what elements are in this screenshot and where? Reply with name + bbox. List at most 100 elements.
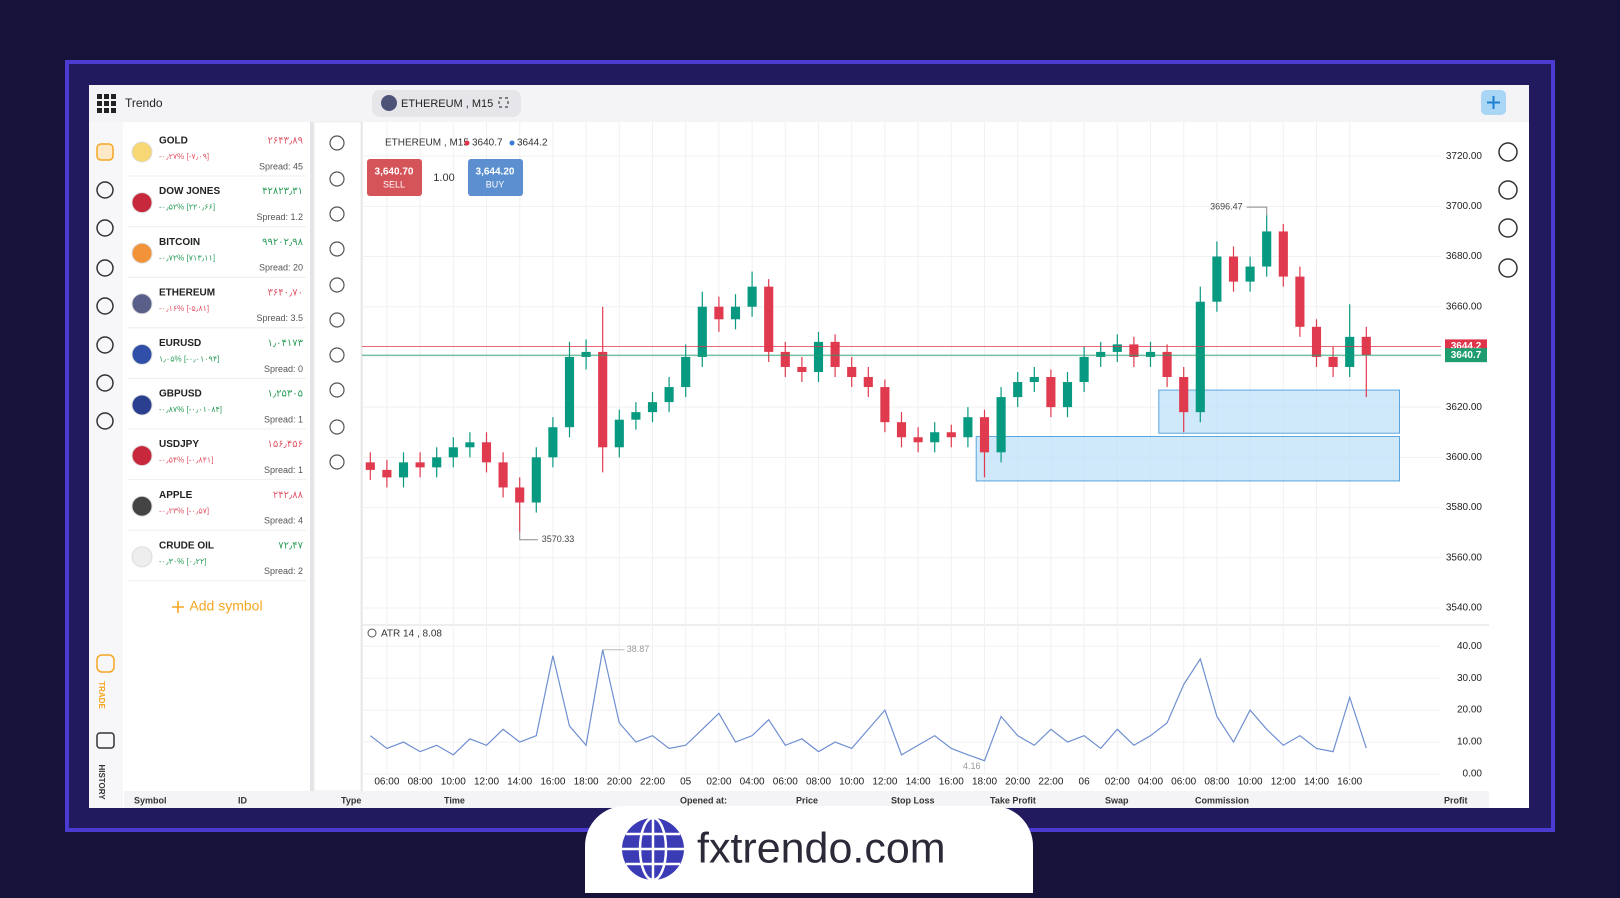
candle-body xyxy=(764,286,774,352)
x-tick-label: 08:00 xyxy=(806,777,831,788)
symbol-spread: Spread: 1 xyxy=(264,465,303,475)
candle-body xyxy=(1228,256,1239,282)
nav-icon[interactable] xyxy=(96,219,114,237)
symbol-change: -۰٫۱۶% [-۵٫۸۱] xyxy=(159,304,209,313)
nav-icon[interactable] xyxy=(96,259,114,277)
column-header: Stop Loss xyxy=(891,795,935,805)
trade-icon[interactable] xyxy=(96,654,115,673)
tool-icon[interactable] xyxy=(329,419,345,435)
symbol-name[interactable]: DOW JONES xyxy=(159,186,220,197)
candle-body xyxy=(681,356,691,388)
y-tick-label: 3560.00 xyxy=(1446,552,1483,563)
symbol-spread: Spread: 0 xyxy=(264,364,303,374)
symbol-spread: Spread: 45 xyxy=(259,161,303,171)
side-icon[interactable] xyxy=(1498,142,1518,162)
candle-body xyxy=(946,432,956,438)
symbol-change: -۰٫۵۴% [-۰٫۸۴۱] xyxy=(159,456,213,465)
add-symbol[interactable]: Add symbol xyxy=(189,598,262,614)
candle-body xyxy=(614,419,624,448)
column-header: Opened at: xyxy=(680,795,727,805)
symbol-price: ۹۹۲۰۲٫۹۸ xyxy=(262,237,303,248)
nav-icon[interactable] xyxy=(96,412,114,430)
column-header: Price xyxy=(796,795,818,805)
symbol-name[interactable]: USDJPY xyxy=(159,439,199,450)
symbol-name[interactable]: BITCOIN xyxy=(159,237,200,248)
plus-icon xyxy=(1487,96,1500,109)
candle-body xyxy=(398,462,409,478)
symbol-name[interactable]: GBPUSD xyxy=(159,389,202,400)
tool-icon[interactable] xyxy=(329,312,345,328)
tool-icon[interactable] xyxy=(329,382,345,398)
bid-tag-label: 3640.7 xyxy=(1451,350,1482,361)
buy-price: 3,644.20 xyxy=(476,167,515,178)
column-header: Commission xyxy=(1195,795,1249,805)
tool-icon[interactable] xyxy=(329,135,345,151)
candle-body xyxy=(1013,382,1023,398)
column-header: Swap xyxy=(1105,795,1129,805)
tool-icon[interactable] xyxy=(329,347,345,363)
column-header: Type xyxy=(341,795,361,805)
y-tick-label: 30.00 xyxy=(1457,673,1482,684)
symbol-spread: Spread: 3.5 xyxy=(256,313,303,323)
symbol-icon xyxy=(131,192,153,214)
candle-body xyxy=(830,341,840,367)
symbol-spread: Spread: 4 xyxy=(264,516,303,526)
tool-icon[interactable] xyxy=(329,241,345,257)
history-icon[interactable] xyxy=(96,732,115,749)
x-tick-label: 10:00 xyxy=(441,777,466,788)
candle-body xyxy=(1328,356,1338,367)
nav-icon[interactable] xyxy=(96,336,114,354)
x-tick-label: 06:00 xyxy=(1171,777,1196,788)
tab-label: ETHEREUM , M15 xyxy=(401,98,493,110)
x-tick-label: 18:00 xyxy=(574,777,599,788)
symbol-name[interactable]: ETHEREUM xyxy=(159,287,215,298)
symbol-tab[interactable] xyxy=(372,90,521,117)
side-icon[interactable] xyxy=(1498,218,1518,238)
nav-icon[interactable] xyxy=(96,374,114,392)
symbol-name[interactable]: EURUSD xyxy=(159,338,201,349)
nav-icon[interactable] xyxy=(96,181,114,199)
sell-button[interactable] xyxy=(367,159,422,196)
symbol-change: -۰٫۷۲% [۷۱۳٫۱۱] xyxy=(159,253,215,262)
y-tick-label: 0.00 xyxy=(1463,769,1483,780)
candle-body xyxy=(797,366,807,372)
tool-icon[interactable] xyxy=(329,171,345,187)
y-tick-label: 40.00 xyxy=(1457,641,1482,652)
nav-icon[interactable] xyxy=(96,143,114,161)
candle-body xyxy=(1029,377,1039,383)
symbol-name[interactable]: CRUDE OIL xyxy=(159,540,214,551)
buy-button[interactable] xyxy=(468,159,523,196)
lot-size[interactable]: 1.00 xyxy=(433,172,454,184)
tab-icon xyxy=(381,95,397,111)
candle-body xyxy=(481,442,492,463)
atr-title: ATR 14 , 8.08 xyxy=(381,629,442,640)
symbol-name[interactable]: APPLE xyxy=(159,490,193,501)
settings-icon[interactable] xyxy=(367,628,377,638)
side-icon[interactable] xyxy=(1498,258,1518,278)
y-tick-label: 10.00 xyxy=(1457,737,1482,748)
tool-icon[interactable] xyxy=(329,454,345,470)
symbol-name[interactable]: GOLD xyxy=(159,136,188,147)
symbol-change: -۰٫۲۳% [-۰٫۵۷] xyxy=(159,506,209,515)
candle-body xyxy=(581,351,591,357)
x-tick-label: 10:00 xyxy=(1238,777,1263,788)
candle-body xyxy=(963,417,973,438)
fullscreen-icon[interactable] xyxy=(498,97,509,108)
x-tick-label: 14:00 xyxy=(507,777,532,788)
column-header: Profit xyxy=(1444,795,1468,805)
candle-body xyxy=(1062,382,1073,408)
candle-body xyxy=(1212,256,1222,302)
symbol-spread: Spread: 20 xyxy=(259,263,303,273)
candle-body xyxy=(979,417,990,453)
nav-icon[interactable] xyxy=(96,297,114,315)
side-icon[interactable] xyxy=(1498,180,1518,200)
footer-pill xyxy=(585,806,1033,893)
x-tick-label: 14:00 xyxy=(1304,777,1329,788)
apps-icon[interactable] xyxy=(97,94,116,113)
tool-icon[interactable] xyxy=(329,277,345,293)
candle-body xyxy=(880,387,890,423)
top-bar xyxy=(89,85,1529,122)
header-ask: 3644.2 xyxy=(517,138,548,149)
tool-icon[interactable] xyxy=(329,206,345,222)
